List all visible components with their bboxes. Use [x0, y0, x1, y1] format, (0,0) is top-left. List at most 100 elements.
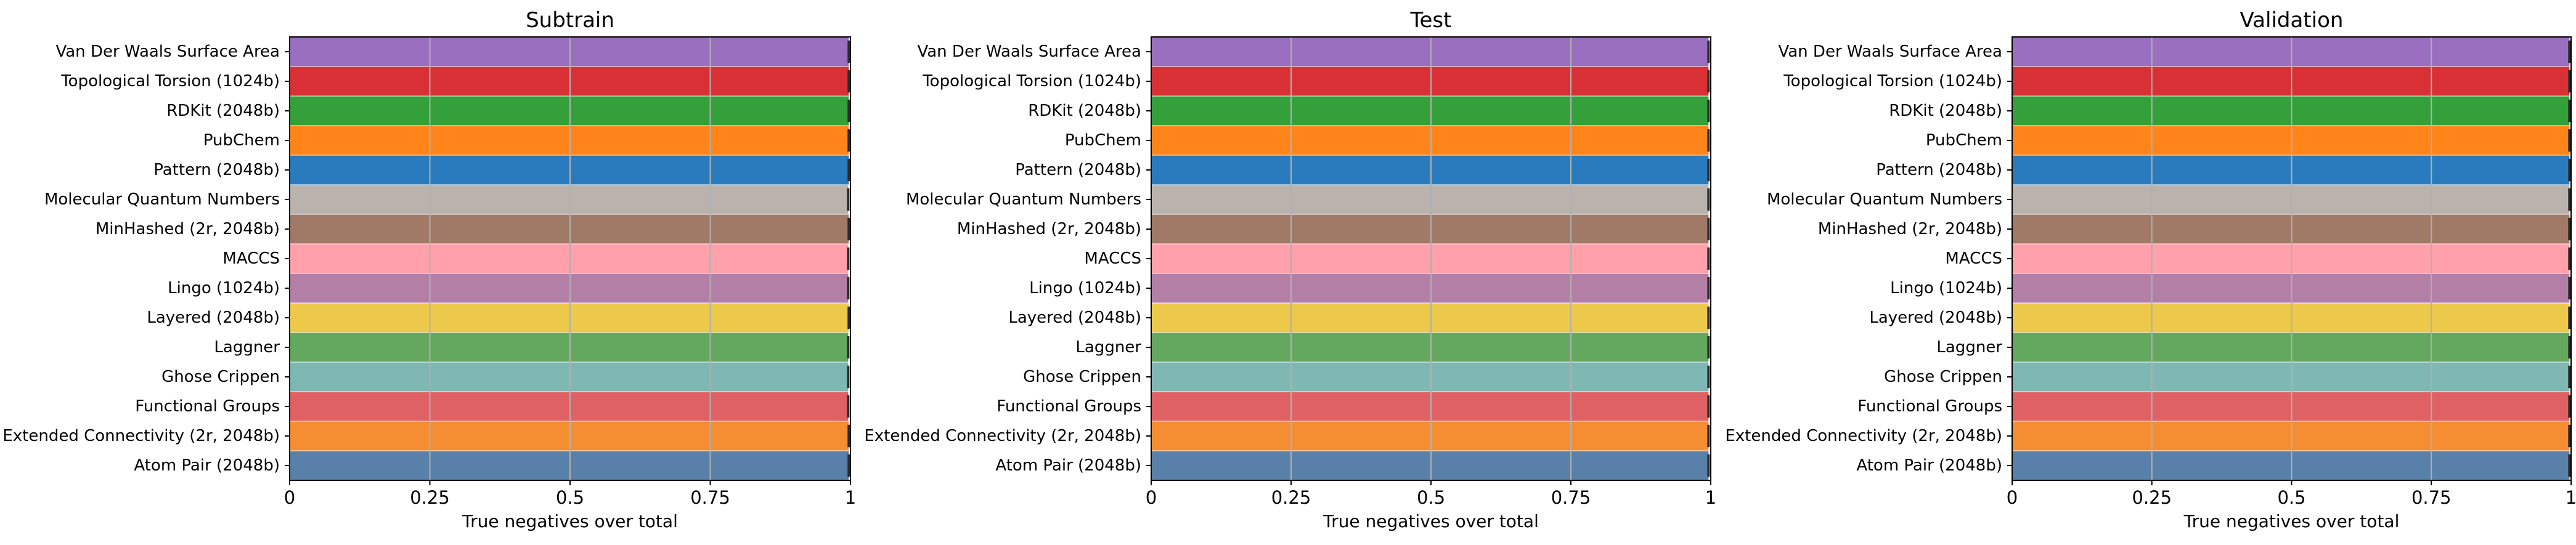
bar: [2012, 214, 2570, 244]
y-tick-label: MinHashed (2r, 2048b): [957, 220, 1141, 238]
bar: [2012, 155, 2570, 185]
y-tick-label: RDKit (2048b): [1889, 102, 2002, 120]
chart-title: Test: [1410, 8, 1452, 33]
bar: [290, 96, 849, 126]
y-tick-label: Laggner: [1936, 338, 2002, 357]
panel-subtrain: [285, 36, 851, 485]
y-tick-label: Layered (2048b): [1008, 309, 1141, 327]
y-tick-label: Lingo (1024b): [168, 279, 280, 297]
y-tick-label: MinHashed (2r, 2048b): [96, 220, 280, 238]
bar: [1151, 37, 1709, 67]
y-tick-label: Extended Connectivity (2r, 2048b): [2, 427, 280, 445]
y-tick-label: Molecular Quantum Numbers: [44, 190, 280, 209]
bar: [1151, 126, 1709, 155]
x-tick-label: 0.25: [410, 487, 450, 508]
bar: [1151, 155, 1709, 185]
bar: [290, 273, 849, 303]
bar: [1151, 303, 1709, 333]
x-tick-label: 0.25: [1271, 487, 1311, 508]
x-tick-label: 0.75: [690, 487, 730, 508]
y-tick-label: Topological Torsion (1024b): [922, 72, 1141, 91]
y-tick-label: MACCS: [1945, 249, 2002, 268]
bar: [290, 244, 849, 273]
y-tick-label: Laggner: [214, 338, 280, 357]
bar: [1151, 333, 1709, 362]
y-tick-label: Van Der Waals Surface Area: [1778, 42, 2002, 61]
bar: [2012, 333, 2570, 362]
bar: [2012, 96, 2570, 126]
y-tick-label: Molecular Quantum Numbers: [906, 190, 1141, 209]
x-tick-label: 0.75: [1551, 487, 1591, 508]
bar: [1151, 392, 1709, 421]
y-tick-label: Layered (2048b): [1869, 309, 2002, 327]
y-tick-label: Molecular Quantum Numbers: [1767, 190, 2002, 209]
y-tick-label: PubChem: [1926, 131, 2002, 150]
y-tick-label: Functional Groups: [135, 397, 280, 416]
y-tick-label: Extended Connectivity (2r, 2048b): [864, 427, 1141, 445]
x-tick-label: 1: [2566, 487, 2576, 508]
bar: [1151, 362, 1709, 392]
y-tick-label: MACCS: [222, 249, 280, 268]
x-tick-label: 1: [845, 487, 856, 508]
y-tick-label: Ghose Crippen: [1884, 368, 2002, 386]
y-tick-label: Functional Groups: [997, 397, 1141, 416]
bar: [1151, 244, 1709, 273]
bar: [290, 392, 849, 421]
bar: [1151, 96, 1709, 126]
y-tick-label: Pattern (2048b): [1015, 161, 1141, 179]
y-tick-label: Laggner: [1075, 338, 1141, 357]
y-tick-label: Pattern (2048b): [153, 161, 280, 179]
y-tick-label: Atom Pair (2048b): [134, 456, 280, 475]
bar: [2012, 126, 2570, 155]
x-tick-label: 0: [1146, 487, 1157, 508]
bar: [1151, 451, 1709, 480]
y-tick-label: Topological Torsion (1024b): [1783, 72, 2002, 91]
bar: [290, 303, 849, 333]
y-tick-label: RDKit (2048b): [1028, 102, 1141, 120]
bar: [2012, 67, 2570, 96]
bar: [290, 333, 849, 362]
x-tick-label: 0.5: [2277, 487, 2305, 508]
x-tick-label: 1: [1705, 487, 1716, 508]
y-tick-label: Atom Pair (2048b): [1856, 456, 2002, 475]
bar: [1151, 273, 1709, 303]
bar: [2012, 421, 2570, 451]
y-tick-label: Ghose Crippen: [161, 368, 280, 386]
x-axis-label: True negatives over total: [2183, 511, 2400, 531]
y-tick-label: Van Der Waals Surface Area: [55, 42, 280, 61]
bar: [2012, 392, 2570, 421]
bar: [290, 421, 849, 451]
y-tick-label: Layered (2048b): [147, 309, 280, 327]
y-tick-label: MinHashed (2r, 2048b): [1818, 220, 2002, 238]
y-tick-label: Lingo (1024b): [1029, 279, 1141, 297]
y-tick-label: PubChem: [203, 131, 280, 150]
x-tick-label: 0.5: [1417, 487, 1445, 508]
bar: [1151, 214, 1709, 244]
y-tick-label: Pattern (2048b): [1876, 161, 2002, 179]
bar: [1151, 67, 1709, 96]
y-tick-label: Topological Torsion (1024b): [60, 72, 280, 91]
bar: [1151, 185, 1709, 214]
bar: [290, 155, 849, 185]
y-tick-label: Van Der Waals Surface Area: [917, 42, 1141, 61]
y-tick-label: Lingo (1024b): [1890, 279, 2002, 297]
bar: [2012, 362, 2570, 392]
bar: [2012, 303, 2570, 333]
bar: [2012, 451, 2570, 480]
bar: [290, 214, 849, 244]
bar: [2012, 185, 2570, 214]
y-tick-label: Ghose Crippen: [1023, 368, 1141, 386]
x-tick-label: 0.75: [2411, 487, 2452, 508]
bar: [290, 67, 849, 96]
bar: [290, 451, 849, 480]
bar: [2012, 37, 2570, 67]
chart-title: Validation: [2240, 8, 2344, 33]
bar: [290, 37, 849, 67]
chart-title: Subtrain: [526, 8, 614, 33]
bar: [290, 185, 849, 214]
bar: [290, 126, 849, 155]
panel-test: [1146, 36, 1711, 485]
bar: [290, 362, 849, 392]
